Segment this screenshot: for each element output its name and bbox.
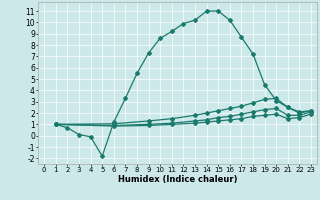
X-axis label: Humidex (Indice chaleur): Humidex (Indice chaleur) [118, 175, 237, 184]
